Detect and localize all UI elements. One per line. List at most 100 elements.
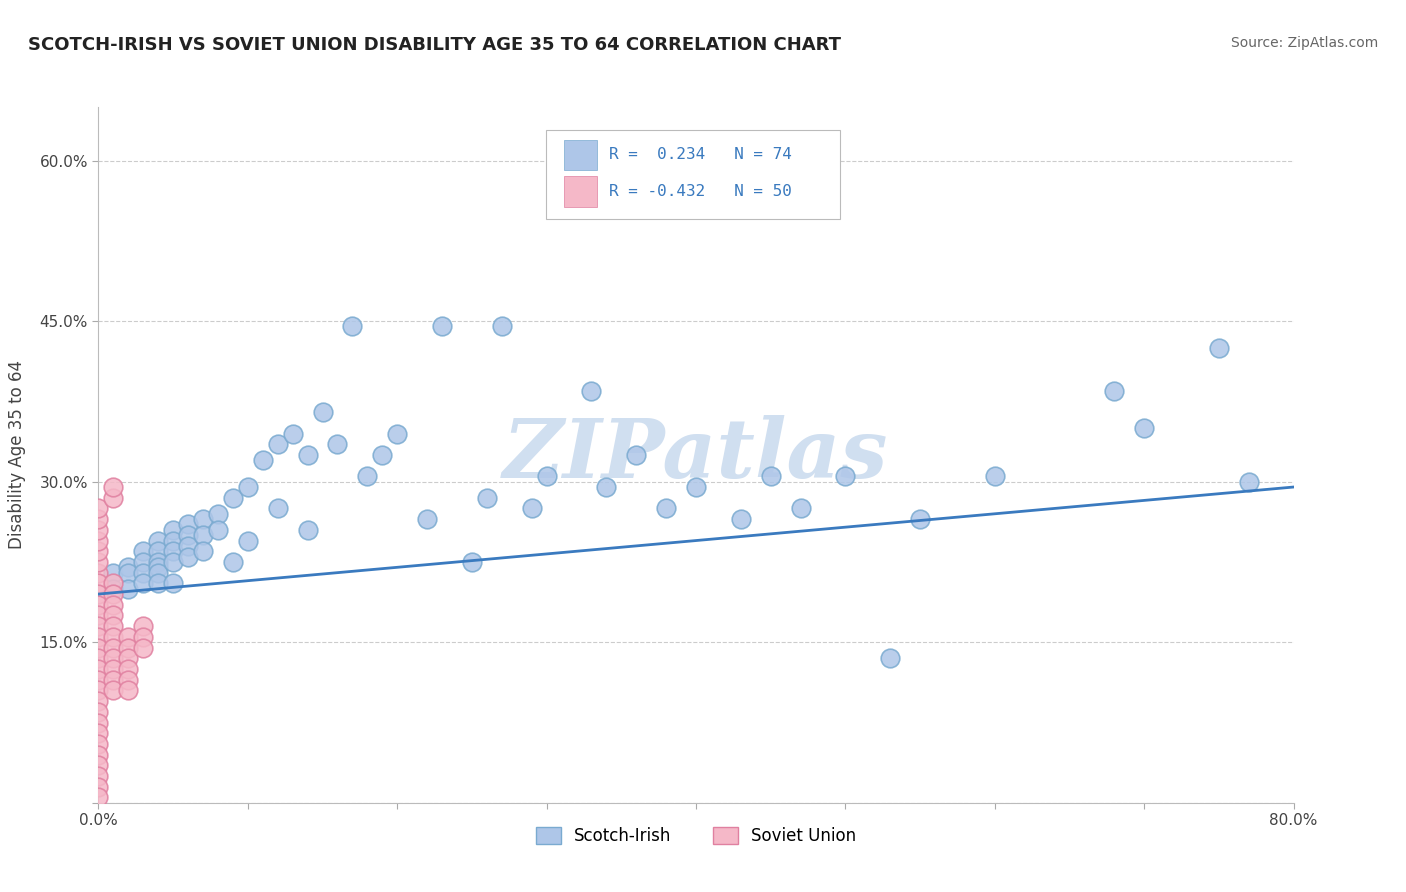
Point [87,619,110,633]
Point [148,555,170,569]
Text: R = -0.432   N = 50: R = -0.432 N = 50 [609,184,792,199]
Point [984,469,1007,483]
Point [103,662,125,676]
Point [103,491,125,505]
Point [148,576,170,591]
Point [267,501,290,516]
Point [87,598,110,612]
Point [103,582,125,596]
Point [222,491,245,505]
Point [132,630,155,644]
Point [117,673,139,687]
Text: Source: ZipAtlas.com: Source: ZipAtlas.com [1230,36,1378,50]
Text: SCOTCH-IRISH VS SOVIET UNION DISABILITY AGE 35 TO 64 CORRELATION CHART: SCOTCH-IRISH VS SOVIET UNION DISABILITY … [28,36,841,54]
Point [311,405,333,419]
Point [207,523,229,537]
Point [371,448,394,462]
Point [87,694,110,708]
Point [148,544,170,558]
Point [87,758,110,772]
Point [87,630,110,644]
Point [103,651,125,665]
Point [536,469,558,483]
Point [177,517,200,532]
Point [342,319,364,334]
Point [87,566,110,580]
Point [103,566,125,580]
Point [879,651,901,665]
Point [103,608,125,623]
Point [207,507,229,521]
Point [117,560,139,574]
Y-axis label: Disability Age 35 to 64: Disability Age 35 to 64 [7,360,25,549]
Point [87,747,110,762]
Legend: Scotch-Irish, Soviet Union: Scotch-Irish, Soviet Union [527,819,865,854]
Point [177,528,200,542]
Point [162,576,184,591]
Point [730,512,752,526]
Point [191,512,214,526]
Point [416,512,439,526]
Point [87,587,110,601]
Point [87,769,110,783]
Point [326,437,349,451]
Point [87,608,110,623]
Point [103,598,125,612]
Point [148,533,170,548]
Point [117,683,139,698]
Point [252,453,274,467]
Point [177,549,200,564]
Point [685,480,707,494]
Point [162,523,184,537]
Point [789,501,811,516]
Point [103,683,125,698]
Point [117,582,139,596]
Point [103,619,125,633]
Point [356,469,378,483]
Point [87,780,110,794]
Point [297,448,319,462]
Point [162,544,184,558]
Point [87,726,110,740]
Point [430,319,453,334]
Point [581,384,603,398]
Point [132,619,155,633]
Point [222,555,245,569]
Point [834,469,856,483]
Point [103,576,125,591]
Point [1104,384,1126,398]
Point [491,319,513,334]
Point [87,501,110,516]
Point [1208,341,1230,355]
Point [461,555,484,569]
Point [132,640,155,655]
Point [162,533,184,548]
Point [87,705,110,719]
Point [117,640,139,655]
Point [87,544,110,558]
Point [1237,475,1260,489]
Point [520,501,543,516]
Point [148,566,170,580]
Point [267,437,290,451]
Point [117,662,139,676]
Point [87,512,110,526]
Point [132,555,155,569]
Point [297,523,319,537]
Point [117,566,139,580]
Point [132,544,155,558]
Point [132,576,155,591]
Point [87,651,110,665]
Point [87,533,110,548]
Point [148,560,170,574]
Point [103,480,125,494]
Point [475,491,498,505]
Point [191,528,214,542]
Point [177,539,200,553]
Point [87,576,110,591]
Point [87,523,110,537]
Point [908,512,931,526]
Point [626,448,648,462]
Point [87,555,110,569]
Point [1133,421,1156,435]
